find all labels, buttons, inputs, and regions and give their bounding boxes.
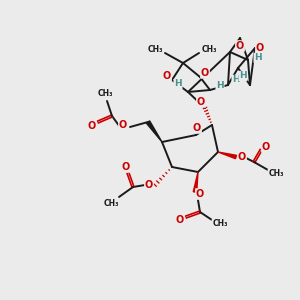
Text: H: H (174, 80, 182, 88)
Text: O: O (145, 180, 153, 190)
Text: H: H (232, 76, 240, 85)
Text: H: H (239, 71, 247, 80)
Text: CH₃: CH₃ (97, 89, 113, 98)
Text: O: O (256, 43, 264, 53)
Text: O: O (122, 162, 130, 172)
Polygon shape (146, 121, 162, 142)
Polygon shape (193, 172, 198, 192)
Text: O: O (238, 152, 246, 162)
Text: CH₃: CH₃ (201, 44, 217, 53)
Text: H: H (254, 53, 262, 62)
Text: CH₃: CH₃ (147, 44, 163, 53)
Text: O: O (163, 71, 171, 81)
Text: O: O (201, 68, 209, 78)
Text: O: O (176, 215, 184, 225)
Text: CH₃: CH₃ (268, 169, 284, 178)
Text: O: O (119, 120, 127, 130)
Text: O: O (196, 189, 204, 199)
Text: CH₃: CH₃ (212, 220, 228, 229)
Text: O: O (193, 123, 201, 133)
Text: O: O (88, 121, 96, 131)
Text: O: O (236, 41, 244, 51)
Polygon shape (218, 152, 236, 159)
Text: H: H (216, 80, 224, 89)
Text: O: O (197, 97, 205, 107)
Text: O: O (262, 142, 270, 152)
Text: CH₃: CH₃ (103, 199, 119, 208)
